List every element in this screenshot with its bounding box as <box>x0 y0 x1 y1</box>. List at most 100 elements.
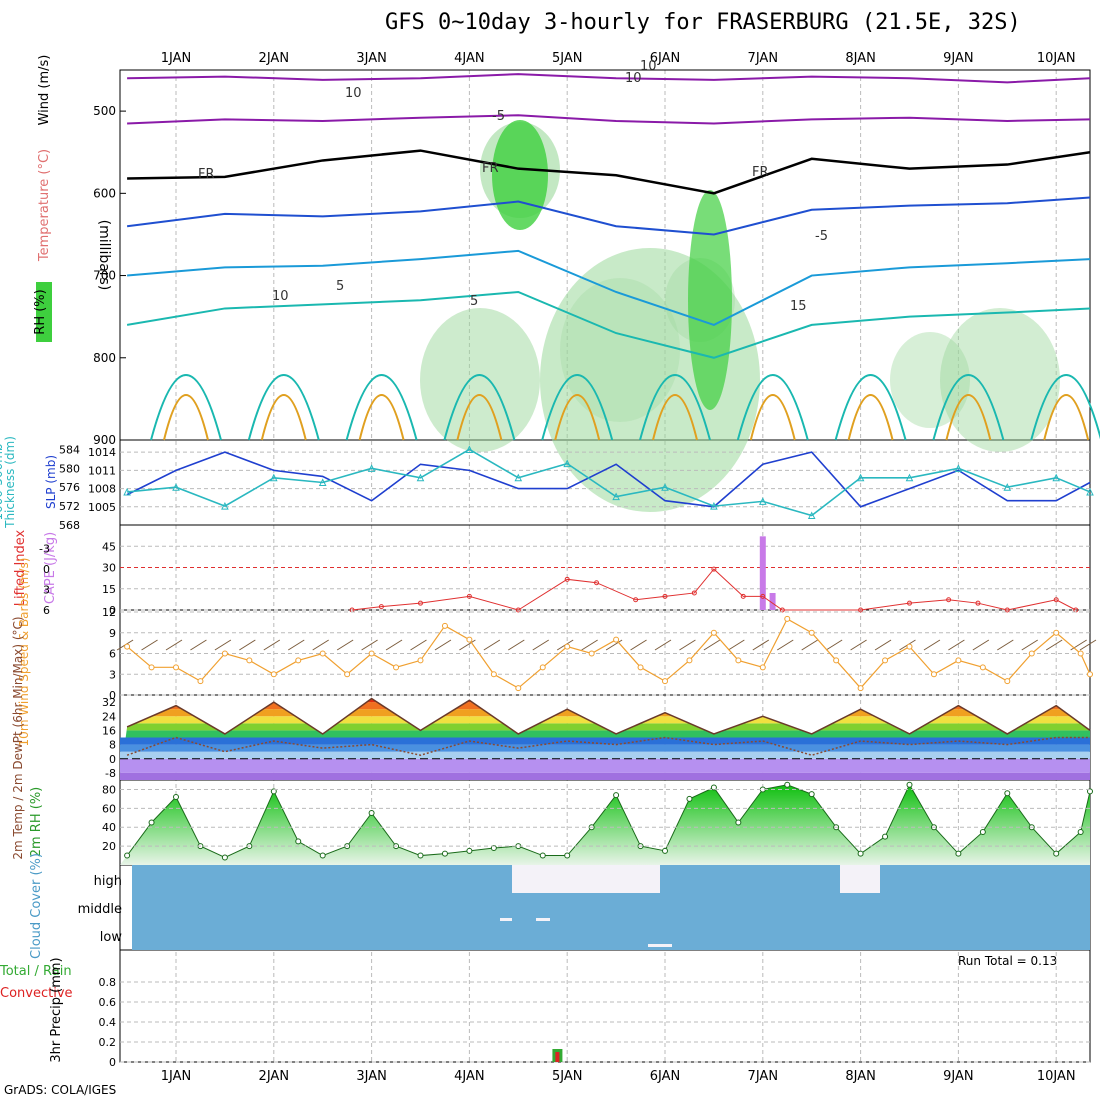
wind-speed-point <box>270 671 277 678</box>
wind-speed-point <box>1028 650 1035 657</box>
contour-label: 10 <box>625 71 642 86</box>
wind-speed-point <box>319 650 326 657</box>
li-ytick: 0 <box>43 563 50 576</box>
rh-point <box>1004 790 1011 797</box>
wind-speed-point <box>613 636 620 643</box>
cloud-level-label: high <box>94 874 122 889</box>
rh-point <box>564 852 571 859</box>
temp-band <box>120 744 1090 752</box>
wind-speed-point <box>588 650 595 657</box>
contour-label: 10 <box>640 59 657 74</box>
wind-speed-point <box>1087 671 1093 678</box>
temp-ytick: 24 <box>102 710 116 723</box>
precip-ytick: 0 <box>109 1056 116 1069</box>
thickness-marker <box>1003 483 1012 491</box>
cape-ytick: 45 <box>102 540 116 553</box>
wind-speed-point <box>833 657 840 664</box>
wind-barb <box>361 639 378 651</box>
date-label-bottom: 2JAN <box>259 1069 290 1084</box>
warm-lobe-outer <box>1030 374 1100 441</box>
lifted-index-point <box>515 607 521 613</box>
wind-speed-point <box>124 643 131 650</box>
wind-speed-point <box>417 657 424 664</box>
lifted-index-point <box>760 593 766 599</box>
wind-barb <box>214 639 232 651</box>
date-label-bottom: 5JAN <box>552 1069 583 1084</box>
wind-barb <box>532 639 550 651</box>
wind-speed-point <box>197 678 204 685</box>
thickness-marker <box>661 483 669 491</box>
wind-barb <box>287 639 305 651</box>
wind-speed-line <box>126 618 1091 689</box>
wind-speed-point <box>1053 629 1060 636</box>
rh-point <box>955 850 962 857</box>
isotherm-10 <box>127 249 1091 326</box>
rh-shade <box>890 332 970 428</box>
contour-label: FR <box>482 161 499 176</box>
cape-ytick: 15 <box>102 583 116 596</box>
temp-band <box>120 772 1090 780</box>
lifted-index-point <box>564 576 570 582</box>
legend-temp: Temperature (°C) <box>37 149 52 262</box>
wind-barb <box>728 639 745 651</box>
upper-ytick: 600 <box>93 186 116 200</box>
thickness-marker <box>367 464 376 472</box>
warm-lobe <box>456 394 503 441</box>
wind-barb <box>239 639 256 651</box>
wind-barb <box>165 639 183 651</box>
precip-convective-bar <box>555 1052 560 1062</box>
wind-barb <box>850 639 867 651</box>
rh-point <box>1053 850 1060 857</box>
thickness-marker <box>221 501 229 510</box>
thickness-ytick: 580 <box>59 462 80 475</box>
thickness-marker <box>612 492 620 501</box>
wind-barb <box>483 639 501 651</box>
wind-speed-point <box>1004 678 1011 685</box>
date-label-bottom: 10JAN <box>1037 1069 1076 1084</box>
isotherm-FR <box>127 149 1091 195</box>
rh-shade <box>940 308 1060 452</box>
warm-lobe-outer <box>345 374 418 441</box>
temp-band <box>120 730 1090 738</box>
thickness-marker <box>514 473 523 482</box>
thickness-marker <box>172 483 180 491</box>
temp-line <box>126 697 1091 735</box>
upper-legend: RH (%) Temperature (°C) Wind (m/s) <box>33 55 52 342</box>
upper-ytick: 700 <box>93 269 116 283</box>
temp-label: 2m Temp / 2m DewPt (6hr Min/Max) (°C) <box>11 616 25 859</box>
wind-speed-point <box>637 664 644 671</box>
cloud-level-label: middle <box>78 902 122 917</box>
thickness-ytick: 584 <box>59 443 80 456</box>
precip-left-label: Total / Rain <box>0 964 72 979</box>
temp-ytick: 32 <box>102 696 116 709</box>
wind-speed-point <box>808 629 815 636</box>
warm-lobe-outer <box>736 374 809 441</box>
warm-lobe-outer <box>247 374 320 441</box>
wind-speed-point <box>393 664 400 671</box>
warm-lobe-outer <box>150 374 222 441</box>
thickness-marker <box>758 497 767 505</box>
lifted-index-point <box>633 597 639 603</box>
temp-ytick: -8 <box>105 767 116 780</box>
li-ytick: 6 <box>43 604 50 617</box>
rh-point <box>124 852 131 859</box>
date-label-bottom: 6JAN <box>650 1069 681 1084</box>
isotherm-5 <box>126 196 1091 236</box>
legend-wind: Wind (m/s) <box>37 55 52 126</box>
wind-barb <box>385 639 403 651</box>
wind-speed-point <box>857 685 864 692</box>
rh-point <box>1077 828 1084 835</box>
rh-point <box>441 850 448 857</box>
thickness-marker <box>807 511 816 520</box>
temp-band <box>120 698 1090 703</box>
warm-lobe-outer <box>541 374 614 441</box>
rh-point <box>148 819 155 826</box>
date-label-bottom: 8JAN <box>845 1069 876 1084</box>
date-label-bottom: 1JAN <box>161 1069 192 1084</box>
warm-lobe <box>749 394 796 441</box>
rh-point <box>466 847 473 854</box>
lifted-index-point <box>662 593 668 599</box>
rh-point <box>1087 788 1093 795</box>
rh-point <box>539 852 546 859</box>
cloud-clear <box>512 865 660 893</box>
